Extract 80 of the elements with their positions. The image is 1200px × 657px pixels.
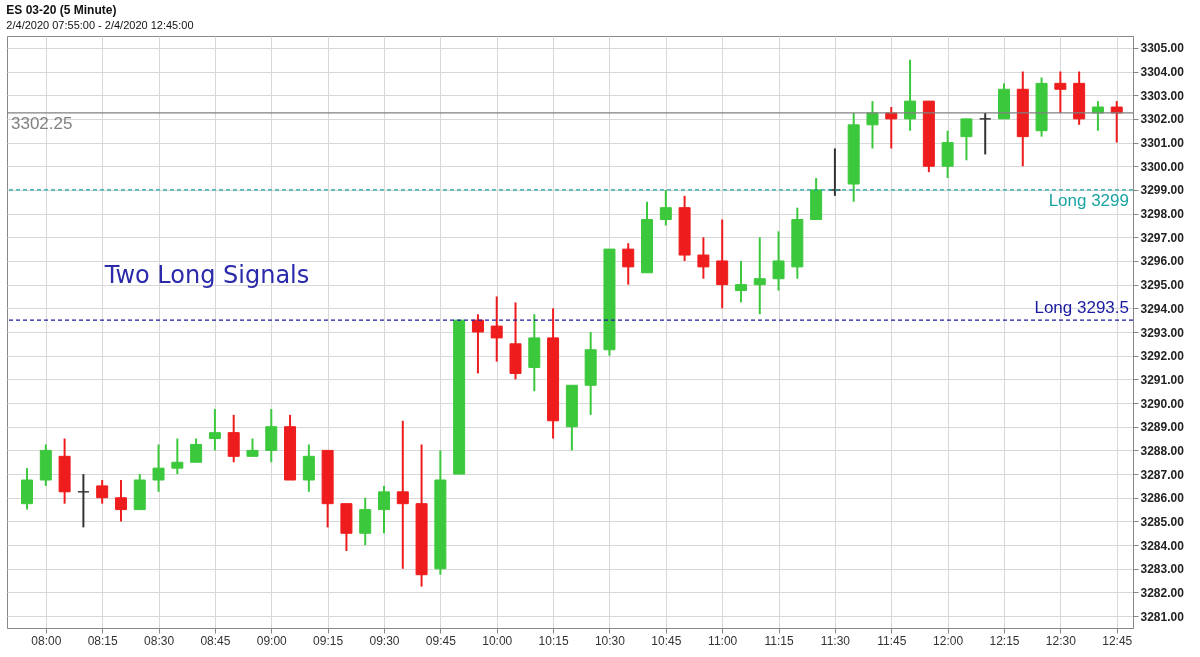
candlestick <box>471 313 484 375</box>
y-tick-label: 3282.00 <box>1140 585 1185 600</box>
candlestick <box>941 129 954 180</box>
y-tick-label: 3304.00 <box>1140 65 1185 80</box>
candlestick <box>227 413 240 464</box>
candlestick <box>208 407 221 452</box>
y-tick-label: 3298.00 <box>1140 207 1185 222</box>
candlestick <box>734 259 747 304</box>
x-tick-label: 12:15 <box>989 633 1020 648</box>
x-tick-label: 11:45 <box>877 633 907 648</box>
ref-line-label: 3302.25 <box>11 113 73 133</box>
candlestick <box>697 236 710 280</box>
y-tick-label: 3292.00 <box>1140 349 1185 364</box>
candlestick <box>622 242 635 286</box>
y-tick-label: 3289.00 <box>1140 420 1185 435</box>
candlestick <box>171 437 184 476</box>
y-tick-label: 3290.00 <box>1140 396 1185 411</box>
y-tick-label: 3305.00 <box>1140 41 1185 56</box>
candlestick <box>772 230 785 292</box>
candlestick <box>753 236 766 316</box>
x-tick-label: 08:00 <box>31 633 62 648</box>
y-tick-label: 3295.00 <box>1140 278 1185 293</box>
candlestick <box>77 473 90 529</box>
ref-line-label: Long 3299 <box>1048 190 1129 210</box>
x-tick-label: 12:30 <box>1045 633 1077 648</box>
y-tick-label: 3303.00 <box>1140 88 1185 103</box>
y-tick-label: 3287.00 <box>1140 467 1185 482</box>
x-tick-label: 11:15 <box>764 633 794 648</box>
y-tick-label: 3302.00 <box>1140 112 1185 127</box>
y-tick-label: 3301.00 <box>1140 136 1185 151</box>
x-tick-label: 10:30 <box>594 633 626 648</box>
candlestick <box>302 443 315 493</box>
ref-line-label: Long 3293.5 <box>1034 298 1129 318</box>
x-tick-label: 11:00 <box>708 633 738 648</box>
candlestick <box>190 437 203 464</box>
x-tick-label: 09:15 <box>313 633 344 648</box>
candlestick <box>96 479 109 505</box>
x-tick-label: 09:45 <box>425 633 457 648</box>
candlestick <box>979 111 992 156</box>
candlestick <box>659 188 672 227</box>
x-tick-label: 10:15 <box>538 633 569 648</box>
candlestick <box>904 58 917 132</box>
x-tick-label: 08:30 <box>144 633 175 648</box>
x-tick-label: 09:30 <box>369 633 400 648</box>
chart-subtitle: 2/4/2020 07:55:00 - 2/4/2020 12:45:00 <box>6 19 194 31</box>
x-tick-label: 12:45 <box>1102 633 1133 648</box>
x-tick-label: 11:30 <box>820 633 851 648</box>
x-tick-label: 09:00 <box>256 633 288 648</box>
candlestick <box>21 467 34 511</box>
y-tick-label: 3296.00 <box>1140 254 1185 269</box>
candlestick <box>152 443 165 493</box>
candlestick <box>866 100 879 150</box>
x-tick-label: 10:00 <box>482 633 513 648</box>
y-tick-label: 3281.00 <box>1140 609 1185 624</box>
y-tick-label: 3284.00 <box>1140 538 1185 553</box>
y-tick-label: 3300.00 <box>1140 159 1185 174</box>
y-tick-label: 3288.00 <box>1140 443 1185 458</box>
x-tick-label: 08:45 <box>200 633 231 648</box>
y-tick-label: 3286.00 <box>1140 491 1185 506</box>
chart-title: ES 03-20 (5 Minute) <box>6 3 117 17</box>
annotation: Two Long Signals <box>103 261 310 289</box>
candlestick <box>1054 70 1067 114</box>
candlestick <box>960 117 973 162</box>
candlestick <box>716 218 729 310</box>
y-tick-label: 3299.00 <box>1140 183 1185 198</box>
y-tick-label: 3297.00 <box>1140 230 1185 245</box>
candlestick <box>378 484 390 535</box>
y-tick-label: 3291.00 <box>1140 372 1185 387</box>
candlestick <box>265 407 278 464</box>
candlestick <box>396 419 409 570</box>
y-tick-label: 3285.00 <box>1140 514 1185 529</box>
y-tick-label: 3283.00 <box>1140 562 1185 577</box>
x-tick-label: 12:00 <box>933 633 964 648</box>
y-tick-label: 3293.00 <box>1140 325 1185 340</box>
candlestick <box>359 496 372 547</box>
candlestick <box>490 295 503 363</box>
x-tick-label: 10:45 <box>651 633 682 648</box>
y-tick-label: 3294.00 <box>1140 301 1185 316</box>
x-tick-label: 08:15 <box>87 633 119 648</box>
candlestick <box>114 479 127 523</box>
